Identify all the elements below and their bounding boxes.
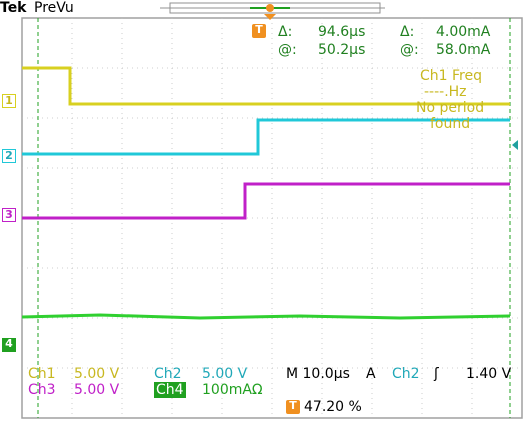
ch1-marker[interactable]: 1 (2, 94, 16, 108)
measurement-note-1: No period (416, 100, 485, 116)
delta-time-label: Δ: (278, 24, 293, 40)
measurement-title: Ch1 Freq (420, 68, 482, 84)
ch2-label[interactable]: Ch2 (154, 366, 182, 382)
ch2-waveform (22, 118, 510, 156)
trigger-position-icon: T (286, 400, 300, 414)
at-current-value: 58.0mA (436, 42, 491, 58)
delta-current-label: Δ: (400, 24, 415, 40)
delta-current-value: 4.00mA (436, 24, 491, 40)
ch3-marker[interactable]: 3 (2, 208, 16, 222)
ch3-scale[interactable]: 5.00 V (74, 382, 120, 398)
trigger-source[interactable]: Ch2 (392, 366, 420, 382)
ch2-marker[interactable]: 2 (2, 149, 16, 163)
measurement-note-2: found (430, 116, 471, 132)
ch1-label[interactable]: Ch1 (28, 366, 56, 382)
delta-time-value: 94.6µs (318, 24, 366, 40)
ch4-marker[interactable]: 4 (2, 338, 16, 352)
ch3-label[interactable]: Ch3 (28, 382, 56, 398)
preview-mode-label: PreVu (34, 0, 74, 16)
trigger-position-marker (264, 4, 276, 20)
at-time-value: 50.2µs (318, 42, 366, 58)
measurement-value: ----.Hz (424, 84, 467, 100)
trigger-icon: T (252, 24, 266, 38)
trigger-level[interactable]: 1.40 V (466, 366, 512, 382)
brand-label: Tek (0, 0, 27, 16)
ch4-label[interactable]: Ch4 (154, 382, 186, 398)
trigger-level-indicator (512, 140, 518, 150)
ch1-scale[interactable]: 5.00 V (74, 366, 120, 382)
ch4-scale[interactable]: 100mAΩ (202, 382, 263, 398)
trigger-slope-icon: ʃ (434, 366, 439, 382)
ch4-waveform (21, 313, 511, 320)
timebase-readout[interactable]: M 10.0µs (286, 366, 350, 382)
ch1-waveform (22, 66, 510, 106)
ch2-scale[interactable]: 5.00 V (202, 366, 248, 382)
ch3-waveform (22, 182, 510, 220)
trigger-position-readout: 47.20 % (304, 399, 362, 415)
acquisition-mode: A (366, 366, 376, 382)
at-current-label: @: (400, 42, 419, 58)
at-time-label: @: (278, 42, 297, 58)
